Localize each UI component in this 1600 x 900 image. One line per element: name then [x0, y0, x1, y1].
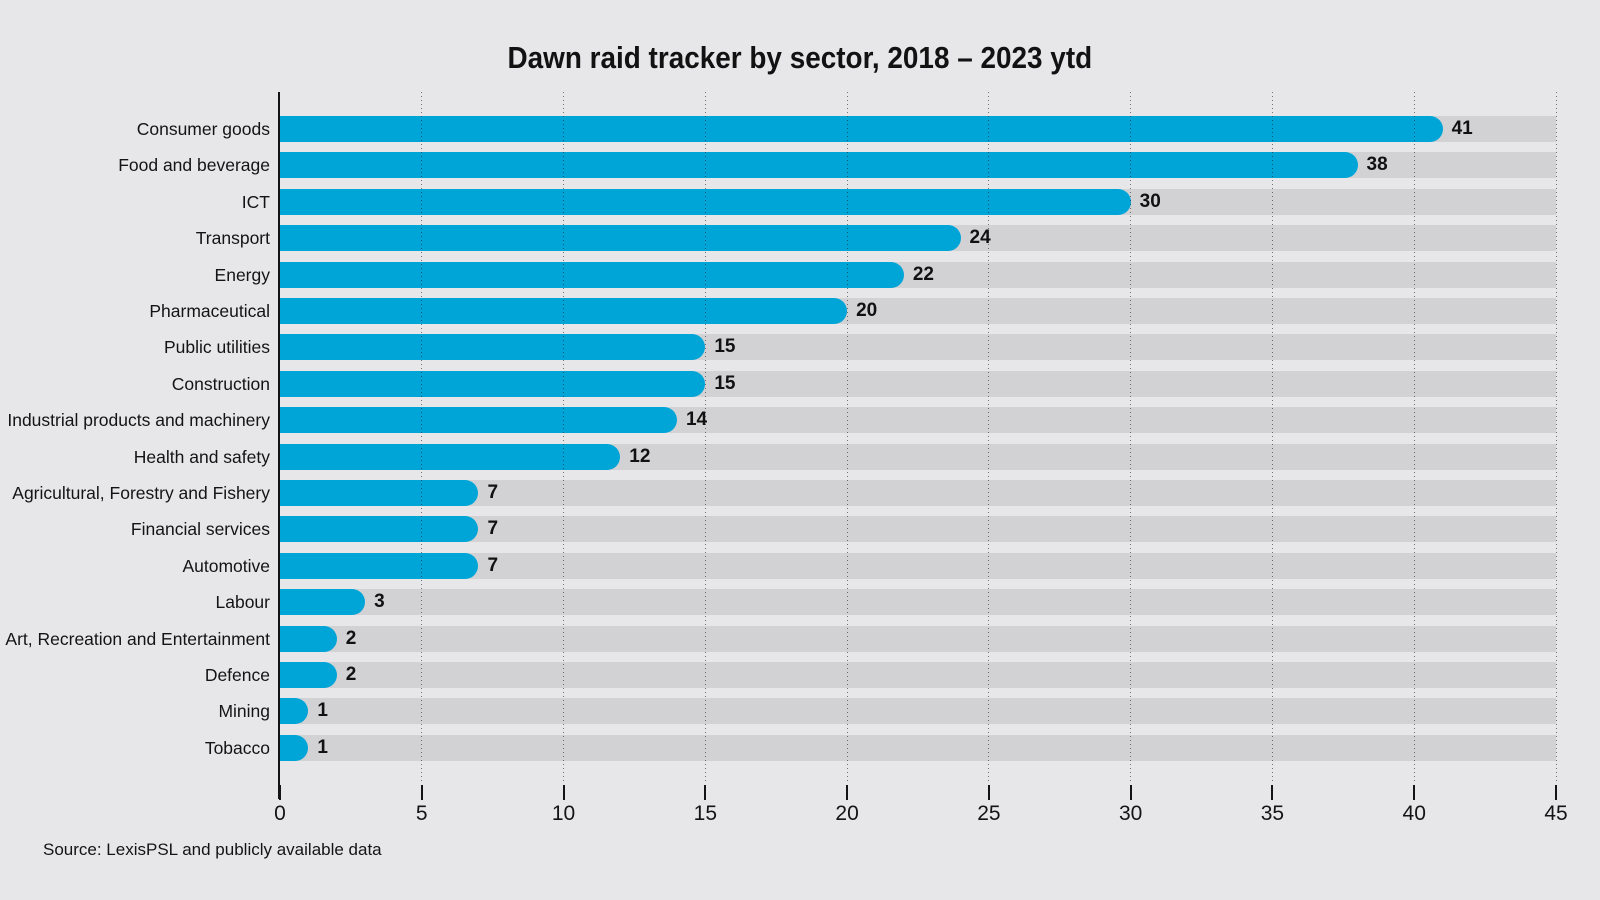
gridline: [563, 92, 565, 783]
bar-track: [280, 734, 1556, 761]
x-tick-label: 35: [1260, 802, 1285, 825]
bar-value-label: 15: [714, 372, 736, 394]
category-label: Public utilities: [163, 337, 270, 358]
x-tick-label: 40: [1402, 802, 1426, 825]
gridline: [704, 92, 706, 783]
category-label: Energy: [214, 264, 270, 285]
category-label: Agricultural, Forestry and Fishery: [12, 483, 270, 503]
gridline: [846, 92, 848, 783]
gridline: [1555, 92, 1557, 783]
category-label: Art, Recreation and Entertainment: [5, 628, 270, 649]
x-tick-mark: [846, 785, 849, 800]
bar-track: [280, 698, 1556, 725]
bar-value-label: 22: [912, 263, 934, 285]
category-label: Food and beverage: [118, 155, 270, 176]
bar-value-label: 15: [714, 336, 736, 358]
category-label: Defence: [204, 665, 270, 685]
bar: [280, 334, 706, 361]
bar-track: [280, 516, 1556, 543]
gridline: [1271, 92, 1273, 783]
bar-value-label: 2: [345, 627, 357, 649]
bar-track: [280, 589, 1556, 616]
gridline: [988, 92, 990, 783]
x-tick-label: 0: [274, 802, 286, 825]
x-tick-mark: [1271, 785, 1274, 800]
x-tick-mark: [1555, 785, 1557, 800]
bar: [280, 698, 309, 725]
category-axis-labels: Consumer goods Food and beverage ICT Transp…: [0, 92, 270, 783]
category-label: Financial services: [130, 519, 270, 540]
x-tick-mark: [1413, 785, 1416, 800]
x-tick-label: 25: [977, 802, 1001, 825]
bar-value-label: 41: [1451, 118, 1473, 139]
bar: [280, 662, 337, 688]
x-tick-mark: [704, 785, 707, 800]
bar: [280, 370, 706, 397]
gridlines-layer: [280, 92, 1557, 783]
category-label: Labour: [215, 592, 271, 613]
x-tick-label: 15: [693, 802, 717, 825]
bar: [280, 480, 479, 506]
bar-value-label: 1: [317, 700, 328, 722]
bar: [280, 407, 677, 434]
chart-title: Dawn raid tracker by sector, 2018 – 2023…: [507, 40, 1093, 75]
chart-title-row: Dawn raid tracker by sector, 2018 – 2023…: [0, 40, 1600, 76]
x-axis: 0 5 10 15 20 25 30 35 40 45: [274, 783, 1568, 843]
x-tick-label: 20: [835, 802, 859, 825]
x-tick-label: 30: [1118, 802, 1143, 825]
gridline: [1413, 92, 1415, 783]
bar: [280, 261, 904, 288]
bar: [280, 552, 479, 579]
x-tick-label: 45: [1544, 802, 1568, 825]
bar-value-label: 30: [1139, 190, 1161, 212]
bar-value-label: 7: [487, 554, 499, 576]
category-label: Pharmaceutical: [149, 301, 270, 321]
x-tick-mark: [279, 785, 281, 800]
category-label: Construction: [171, 373, 270, 394]
bar-value-label: 7: [487, 482, 499, 503]
bar: [280, 734, 309, 761]
bar-value-label: 38: [1366, 154, 1388, 176]
bar-value-label: 3: [374, 591, 385, 613]
bar-track: [280, 480, 1556, 506]
bar-value-label: 7: [487, 518, 499, 540]
bar-value-label: 2: [345, 664, 357, 685]
bar-value-label: 20: [856, 300, 878, 321]
bar: [280, 116, 1443, 142]
category-label: Industrial products and machinery: [7, 410, 270, 431]
gridline: [1130, 92, 1132, 783]
x-tick-mark: [562, 785, 565, 800]
bar-value-label: 1: [317, 736, 328, 758]
x-tick-label: 5: [415, 802, 428, 825]
category-label: Transport: [195, 228, 270, 249]
bar: [280, 152, 1358, 179]
y-axis-line: [278, 92, 280, 799]
bar: [280, 516, 479, 543]
bar-track: [280, 552, 1556, 579]
bar-value-label: 24: [969, 227, 991, 249]
category-label: Automotive: [182, 555, 270, 576]
x-tick-mark: [987, 785, 990, 800]
category-label: Health and safety: [133, 446, 270, 467]
bar-value-label: 14: [685, 409, 708, 431]
bar: [280, 589, 366, 616]
category-label: ICT: [241, 191, 270, 212]
category-label: Mining: [218, 701, 270, 722]
category-label: Consumer goods: [136, 119, 270, 139]
category-label: Tobacco: [204, 737, 270, 758]
x-tick-mark: [1129, 785, 1132, 800]
bar-track: [280, 662, 1556, 688]
bar-track: [280, 625, 1556, 652]
bar: [280, 625, 337, 652]
source-note: Source: LexisPSL and publicly available …: [43, 840, 382, 859]
bar-value-label: 12: [629, 445, 651, 467]
plot-area: 41 38 30 24 22 20 15 15 14 12 7 7 7 3 2 2 1 1: [278, 92, 1557, 799]
x-tick-label: 10: [551, 802, 576, 825]
x-tick-mark: [420, 785, 423, 800]
gridline: [421, 92, 423, 783]
